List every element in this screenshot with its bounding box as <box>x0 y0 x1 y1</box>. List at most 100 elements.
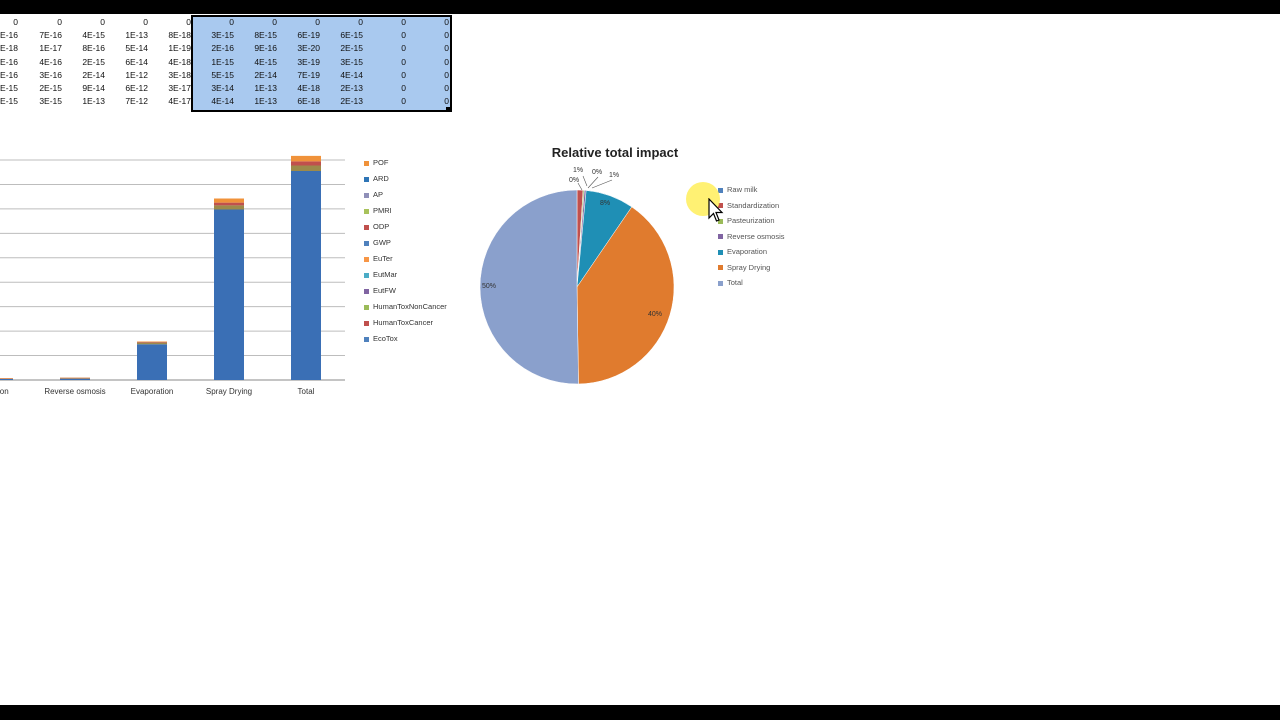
sheet-cell[interactable]: 3E-17 <box>168 83 191 93</box>
pie-legend-entry[interactable]: Standardization <box>718 200 779 212</box>
sheet-cell[interactable]: 1E-15 <box>211 56 234 67</box>
sheet-cell[interactable]: 0 <box>272 17 277 27</box>
bar-legend-entry[interactable]: ODP <box>364 221 389 233</box>
sheet-cell[interactable]: 3E-16 <box>39 69 62 80</box>
stacked-bar-chart[interactable]: zation Reverse osmosis Evaporation Spray Dr… <box>0 150 460 410</box>
sheet-cell[interactable]: 1E-12 <box>125 69 148 80</box>
sheet-cell[interactable]: 0 <box>444 43 449 54</box>
sheet-cell[interactable]: 6E-15 <box>340 30 363 41</box>
sheet-cell[interactable]: 1E-19 <box>168 43 191 54</box>
sheet-cell[interactable]: 0 <box>444 17 449 27</box>
bar-legend-entry[interactable]: HumanToxNonCancer <box>364 301 447 313</box>
sheet-cell[interactable]: E-15 <box>0 83 18 93</box>
sheet-cell[interactable]: 6E-12 <box>125 83 148 93</box>
sheet-cell[interactable]: E-16 <box>0 69 18 80</box>
pie-legend-entry[interactable]: Reverse osmosis <box>718 231 785 243</box>
sheet-cell[interactable]: 4E-18 <box>168 56 191 67</box>
sheet-cell[interactable]: 2E-16 <box>211 43 234 54</box>
bar-legend-entry[interactable]: HumanToxCancer <box>364 317 433 329</box>
sheet-cell[interactable]: 8E-16 <box>82 43 105 54</box>
sheet-cell[interactable]: 8E-15 <box>254 30 277 41</box>
sheet-cell[interactable]: 0 <box>401 69 406 80</box>
sheet-cell[interactable]: 0 <box>401 96 406 107</box>
sheet-cell[interactable]: 0 <box>315 17 320 27</box>
pie-legend-entry[interactable]: Total <box>718 277 743 289</box>
sheet-cell[interactable]: 7E-12 <box>125 96 148 107</box>
sheet-cell[interactable]: 0 <box>100 17 105 27</box>
sheet-cell[interactable]: 4E-18 <box>297 83 320 93</box>
sheet-cell[interactable]: 0 <box>13 17 18 27</box>
sheet-cell[interactable]: 6E-18 <box>297 96 320 107</box>
bar-legend-entry[interactable]: PMRI <box>364 205 392 217</box>
sheet-cell[interactable]: 3E-15 <box>39 96 62 107</box>
sheet-cell[interactable]: 2E-14 <box>82 69 105 80</box>
sheet-cell[interactable]: 4E-14 <box>211 96 234 107</box>
sheet-cell[interactable]: 0 <box>444 56 449 67</box>
bar-legend-entry[interactable]: EutMar <box>364 269 397 281</box>
sheet-cell[interactable]: 4E-15 <box>82 30 105 41</box>
sheet-cell[interactable]: 2E-13 <box>340 96 363 107</box>
sheet-cell[interactable]: 1E-17 <box>39 43 62 54</box>
pie-legend-entry[interactable]: Pasteurization <box>718 215 775 227</box>
bar-legend-entry[interactable]: EutFW <box>364 285 396 297</box>
bar-legend-entry[interactable]: EuTer <box>364 253 393 265</box>
bar-legend-entry[interactable]: ARD <box>364 173 389 185</box>
sheet-cell[interactable]: 4E-15 <box>254 56 277 67</box>
sheet-cell[interactable]: 1E-13 <box>125 30 148 41</box>
sheet-cell[interactable]: 3E-15 <box>340 56 363 67</box>
selection-range[interactable] <box>192 16 450 110</box>
sheet-cell[interactable]: 6E-14 <box>125 56 148 67</box>
sheet-cell[interactable]: 3E-20 <box>297 43 320 54</box>
sheet-cell[interactable]: 0 <box>401 30 406 41</box>
sheet-cell[interactable]: 9E-14 <box>82 83 105 93</box>
sheet-cell[interactable]: 0 <box>444 69 449 80</box>
sheet-cell[interactable]: E-18 <box>0 43 18 54</box>
sheet-cell[interactable]: 0 <box>143 17 148 27</box>
sheet-cell[interactable]: 3E-18 <box>168 69 191 80</box>
sheet-cell[interactable]: 0 <box>444 96 449 107</box>
spreadsheet-grid[interactable]: 0 0 0 0 0 0 0 0 0 0 0 E-16 7E-16 4E-15 1E-13 8E-18 3E-15… <box>0 14 460 114</box>
sheet-cell[interactable]: 8E-18 <box>168 30 191 41</box>
sheet-cell[interactable]: 0 <box>57 17 62 27</box>
sheet-cell[interactable]: 0 <box>401 43 406 54</box>
pie-legend-entry[interactable]: Spray Drying <box>718 262 770 274</box>
sheet-cell[interactable]: 0 <box>444 30 449 41</box>
sheet-cell[interactable]: 5E-14 <box>125 43 148 54</box>
sheet-cell[interactable]: 0 <box>358 17 363 27</box>
sheet-cell[interactable]: 5E-15 <box>211 69 234 80</box>
bar-legend-entry[interactable]: POF <box>364 157 388 169</box>
sheet-cell[interactable]: E-16 <box>0 56 18 67</box>
sheet-cell[interactable]: 0 <box>229 17 234 27</box>
sheet-cell[interactable]: 7E-19 <box>297 69 320 80</box>
pie-legend-entry[interactable]: Raw milk <box>718 184 757 196</box>
sheet-cell[interactable]: 3E-15 <box>211 30 234 41</box>
sheet-cell[interactable]: 2E-14 <box>254 69 277 80</box>
sheet-cell[interactable]: 4E-17 <box>168 96 191 107</box>
bar-legend-entry[interactable]: GWP <box>364 237 391 249</box>
bar-legend-entry[interactable]: EcoTox <box>364 333 398 345</box>
bar-legend-entry[interactable]: AP <box>364 189 383 201</box>
sheet-cell[interactable]: 6E-19 <box>297 30 320 41</box>
sheet-cell[interactable]: 1E-13 <box>254 96 277 107</box>
sheet-cell[interactable]: 1E-13 <box>254 83 277 93</box>
sheet-cell[interactable]: 0 <box>186 17 191 27</box>
fill-handle[interactable] <box>446 107 451 112</box>
sheet-cell[interactable]: 0 <box>401 17 406 27</box>
sheet-cell[interactable]: 9E-16 <box>254 43 277 54</box>
sheet-cell[interactable]: 4E-14 <box>340 69 363 80</box>
sheet-cell[interactable]: 3E-19 <box>297 56 320 67</box>
sheet-cell[interactable]: 0 <box>401 56 406 67</box>
pie-legend-entry[interactable]: Evaporation <box>718 246 767 258</box>
sheet-cell[interactable]: 0 <box>444 83 449 93</box>
sheet-cell[interactable]: 1E-13 <box>82 96 105 107</box>
sheet-cell[interactable]: 4E-16 <box>39 56 62 67</box>
sheet-cell[interactable]: 2E-13 <box>340 83 363 93</box>
sheet-cell[interactable]: 3E-14 <box>211 83 234 93</box>
sheet-cell[interactable]: 2E-15 <box>82 56 105 67</box>
sheet-cell[interactable]: 2E-15 <box>340 43 363 54</box>
sheet-cell[interactable]: 7E-16 <box>39 30 62 41</box>
sheet-cell[interactable]: 2E-15 <box>39 83 62 93</box>
sheet-cell[interactable]: E-15 <box>0 96 18 107</box>
sheet-cell[interactable]: E-16 <box>0 30 18 41</box>
sheet-cell[interactable]: 0 <box>401 83 406 93</box>
